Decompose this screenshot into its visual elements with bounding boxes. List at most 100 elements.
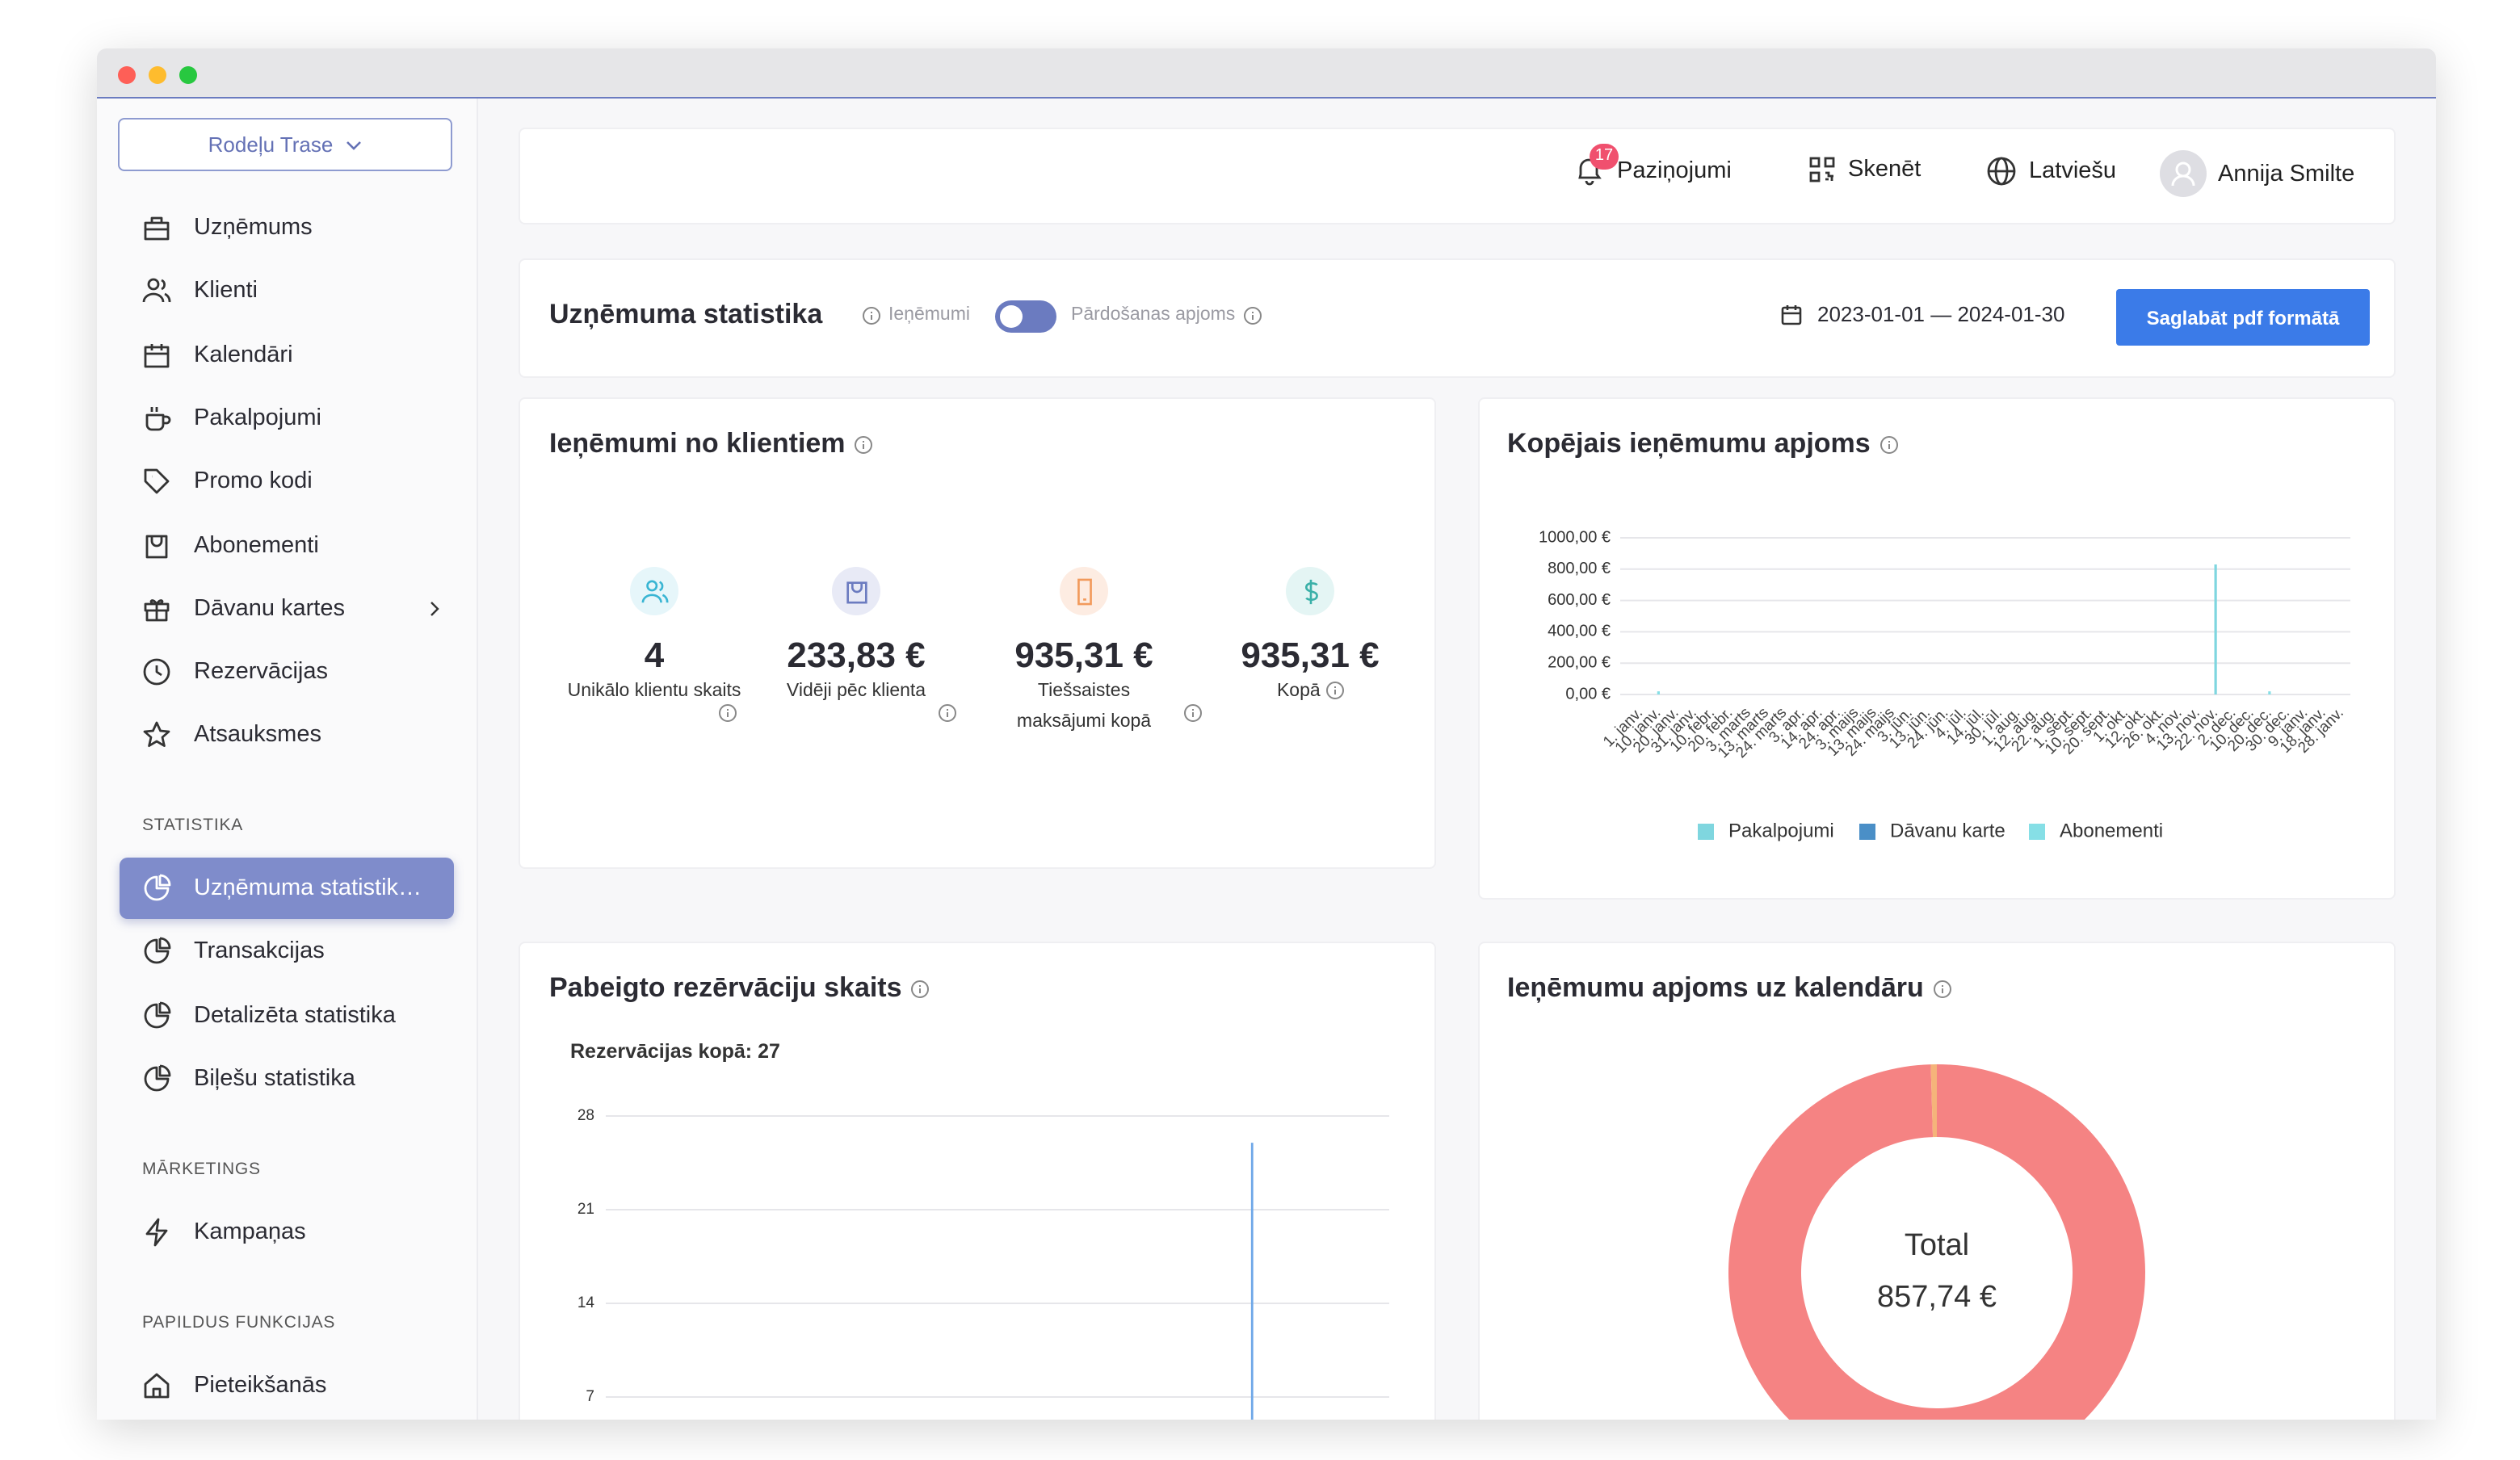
- kpi-label: Tiešsaistes maksājumi kopā: [995, 677, 1173, 738]
- legend-swatch: [1859, 824, 1875, 840]
- menu-item[interactable]: Detalizēta statistika: [120, 984, 454, 1046]
- kpi-label: Unikālo klientu skaits: [565, 677, 743, 707]
- bar: [2268, 691, 2271, 694]
- toggle-left: Ieņēmumi: [863, 305, 970, 325]
- maximize-button[interactable]: [179, 66, 197, 84]
- icon-shape: [144, 343, 170, 367]
- toggle-switch[interactable]: [995, 300, 1056, 333]
- menu-item[interactable]: Pieteikšanās: [120, 1355, 454, 1416]
- icon-shape: [144, 874, 171, 901]
- menu-item[interactable]: Uzņēmuma statistik…: [120, 858, 454, 919]
- menu-item[interactable]: Biļešu statistika: [120, 1048, 454, 1110]
- icon-shape: [142, 279, 171, 303]
- language[interactable]: Latviešu: [1985, 155, 2116, 187]
- menu-icon: [143, 658, 170, 686]
- icon-shape: [1077, 577, 1091, 605]
- menu-icon: [143, 722, 170, 748]
- sidebar: [97, 99, 478, 1420]
- date-range-label: 2023-01-01 — 2024-01-30: [1817, 302, 2065, 326]
- kpi-value: 935,31 €: [1241, 635, 1380, 675]
- icon-shape: [640, 579, 668, 602]
- close-button[interactable]: [118, 66, 136, 84]
- charts: 0,00 € 200,00 € 400,00 € 600,00 € 800,00 € 10…: [578, 528, 2350, 1420]
- language-label: Latviešu: [2029, 158, 2117, 184]
- kpi-value: 935,31 €: [1014, 635, 1153, 675]
- menu-item[interactable]: Uzņēmums: [120, 197, 454, 258]
- user-menu[interactable]: Annija Smilte: [2160, 150, 2354, 197]
- save-pdf-label: Saglabāt pdf formātā: [2146, 306, 2340, 329]
- browser-window: Rodeļu Trase Uzņēmums Klienti Kalendāri Pak…: [97, 48, 2436, 1420]
- donut-total: 857,74 €: [1877, 1280, 1997, 1314]
- company-select[interactable]: Rodeļu Trase: [118, 118, 452, 171]
- menu-item[interactable]: Kampaņas: [120, 1202, 454, 1263]
- minimize-button[interactable]: [149, 66, 166, 84]
- icon-shape: [145, 534, 168, 558]
- kpi-title-text: Ieņēmumi no klientiem: [549, 428, 846, 459]
- icon-shape: [144, 468, 170, 494]
- notification-badge: 17: [1590, 144, 1619, 170]
- icon-shape: [144, 1064, 171, 1092]
- menu-icon: [144, 598, 170, 621]
- info-icon: [1325, 682, 1344, 700]
- icon-shape: [145, 406, 171, 431]
- kpi-label-text: Tiešsaistes maksājumi kopā: [1016, 682, 1152, 732]
- legend-swatch: [2029, 824, 2045, 840]
- icon-shape: [144, 216, 170, 241]
- kpi-value: 4: [644, 635, 665, 675]
- menu-item[interactable]: Abonementi: [120, 514, 454, 576]
- menu-item[interactable]: Promo kodi: [120, 451, 454, 512]
- y-tick-label: 1000,00 €: [1539, 528, 1611, 546]
- menu-item[interactable]: Klienti: [120, 261, 454, 322]
- menu-item[interactable]: Rezervācijas: [120, 641, 454, 703]
- toggle-right: Pārdošanas apjoms: [1071, 305, 1262, 325]
- icon-shape: [143, 658, 170, 686]
- menu-item[interactable]: Pakalpojumi: [120, 388, 454, 449]
- kpi-icon: [1060, 567, 1108, 615]
- window-content: Rodeļu Trase Uzņēmums Klienti Kalendāri Pak…: [97, 48, 2436, 1420]
- scan[interactable]: Skenēt: [1808, 155, 1921, 184]
- avatar: [2160, 150, 2207, 197]
- kpi-icon-shape: [1304, 578, 1317, 604]
- legend-label: Pakalpojumi: [1728, 820, 1834, 841]
- menu-item[interactable]: Dāvanu kartes: [120, 578, 454, 640]
- date-range[interactable]: 2023-01-01 — 2024-01-30: [1780, 302, 2064, 326]
- calendar-revenue-card: [1478, 942, 2396, 1420]
- reservations-title: Pabeigto rezērvāciju skaits: [549, 972, 930, 1005]
- stats-toolbar: [519, 258, 2396, 378]
- reservations-subtitle: Rezervācijas kopā: 27: [570, 1040, 780, 1063]
- donut-slice: [1930, 1064, 1937, 1138]
- globe-icon: [1987, 157, 2016, 186]
- notifications-label: Paziņojumi: [1617, 158, 1732, 184]
- icon-shape: [1304, 578, 1317, 604]
- icon-shape: [846, 581, 867, 603]
- toggle-right-label: Pārdošanas apjoms: [1071, 305, 1236, 325]
- menu-icon: [145, 1218, 168, 1247]
- toggle-knob: [1000, 305, 1023, 328]
- icon-shape: [143, 722, 170, 748]
- save-pdf-button[interactable]: Saglabāt pdf formātā: [2116, 289, 2370, 346]
- bar: [1657, 691, 1660, 694]
- kpi-label-text: Kopā: [1276, 682, 1321, 701]
- y-tick-label: 7: [586, 1388, 594, 1405]
- menu-icon: [144, 468, 170, 494]
- icon-shape: [144, 1001, 171, 1028]
- info-icon: [855, 435, 873, 453]
- menu-item[interactable]: Kalendāri: [120, 324, 454, 385]
- kpi-card: [519, 397, 1436, 869]
- kpi-label: Kopā: [1221, 677, 1399, 707]
- menu-icon: [144, 1373, 170, 1399]
- icon-shape: [145, 1218, 168, 1247]
- menu-item[interactable]: Transakcijas: [120, 921, 454, 983]
- company-name: Rodeļu Trase: [208, 132, 334, 157]
- icon-shape: [144, 1373, 170, 1399]
- reservations-title-text: Pabeigto rezērvāciju skaits: [549, 972, 902, 1003]
- menu-item[interactable]: Atsauksmes: [120, 705, 454, 766]
- user-name: Annija Smilte: [2218, 161, 2355, 187]
- menu-icon: [145, 534, 168, 558]
- menu-section-title: MĀRKETINGS: [142, 1160, 261, 1179]
- legend-swatch: [1698, 824, 1714, 840]
- menu-icon: [144, 874, 171, 901]
- chevron: [346, 141, 362, 149]
- bar: [1250, 1143, 1254, 1420]
